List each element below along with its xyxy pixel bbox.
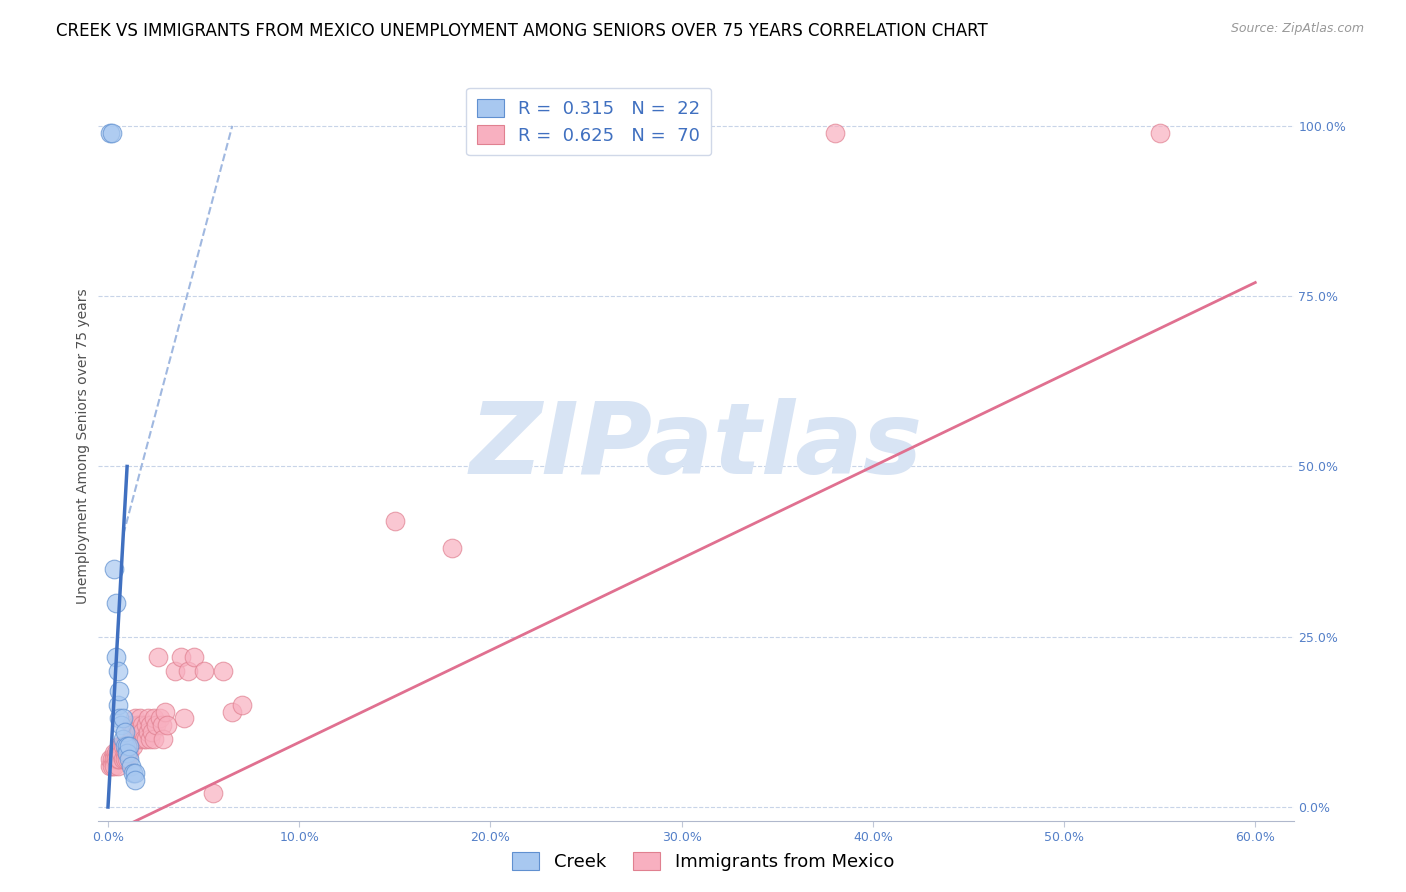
Point [125,731,148,746]
Point [110,718,132,732]
Point [124,766,146,780]
Point [112,731,135,746]
Point [134,731,156,746]
Point [101,752,124,766]
Point [135,731,157,746]
Point [112,711,135,725]
Point [128,718,150,732]
Text: Source: ZipAtlas.com: Source: ZipAtlas.com [1230,22,1364,36]
Point [183,650,205,665]
Point [118,746,141,760]
Point [145,718,167,732]
Point [103,759,125,773]
Point [108,752,131,766]
Point [135,718,157,732]
Point [114,746,136,760]
Point [118,739,141,753]
Point [128,725,150,739]
Point [149,711,172,725]
Point [169,650,191,665]
Point [120,759,142,773]
Point [221,705,243,719]
Point [124,711,146,725]
Point [193,664,215,678]
Point [114,752,136,766]
Point [121,725,143,739]
Legend: Creek, Immigrants from Mexico: Creek, Immigrants from Mexico [505,845,901,879]
Point [107,759,129,773]
Point [575,126,598,140]
Point [107,698,129,712]
Point [384,514,406,528]
Point [104,650,127,665]
Point [121,739,143,753]
Point [146,650,169,665]
Point [107,664,129,678]
Legend: R =  0.315   N =  22, R =  0.625   N =  70: R = 0.315 N = 22, R = 0.625 N = 70 [465,88,711,155]
Point [124,772,146,787]
Point [441,541,464,556]
Point [115,752,138,766]
Point [114,725,136,739]
Point [173,711,195,725]
Point [108,684,131,698]
Point [98,752,121,766]
Point [104,596,127,610]
Point [103,746,125,760]
Point [108,746,131,760]
Point [131,725,153,739]
Point [156,718,179,732]
Point [101,126,124,140]
Point [177,664,200,678]
Point [107,746,129,760]
Point [129,711,152,725]
Point [103,752,125,766]
Point [112,752,135,766]
Point [98,126,121,140]
Point [108,739,131,753]
Point [118,752,141,766]
Point [142,711,165,725]
Point [114,739,136,753]
Point [139,718,162,732]
Point [101,759,124,773]
Point [155,705,177,719]
Y-axis label: Unemployment Among Seniors over 75 years: Unemployment Among Seniors over 75 years [76,288,90,604]
Point [129,731,152,746]
Point [125,718,148,732]
Point [231,698,253,712]
Point [1149,126,1171,140]
Point [120,731,142,746]
Point [139,731,162,746]
Point [108,711,131,725]
Point [104,752,127,766]
Point [202,786,225,800]
Point [142,731,165,746]
Point [120,718,142,732]
Point [152,731,174,746]
Point [110,746,132,760]
Point [110,739,132,753]
Text: CREEK VS IMMIGRANTS FROM MEXICO UNEMPLOYMENT AMONG SENIORS OVER 75 YEARS CORRELA: CREEK VS IMMIGRANTS FROM MEXICO UNEMPLOY… [56,22,988,40]
Text: ZIPatlas: ZIPatlas [470,398,922,494]
Point [136,711,159,725]
Point [131,718,153,732]
Point [115,739,138,753]
Point [211,664,233,678]
Point [150,718,173,732]
Point [98,759,121,773]
Point [103,561,125,575]
Point [824,126,846,140]
Point [115,746,138,760]
Point [115,746,138,760]
Point [112,739,135,753]
Point [107,752,129,766]
Point [141,725,163,739]
Point [121,766,143,780]
Point [124,731,146,746]
Point [671,126,693,140]
Point [104,746,127,760]
Point [136,725,159,739]
Point [163,664,186,678]
